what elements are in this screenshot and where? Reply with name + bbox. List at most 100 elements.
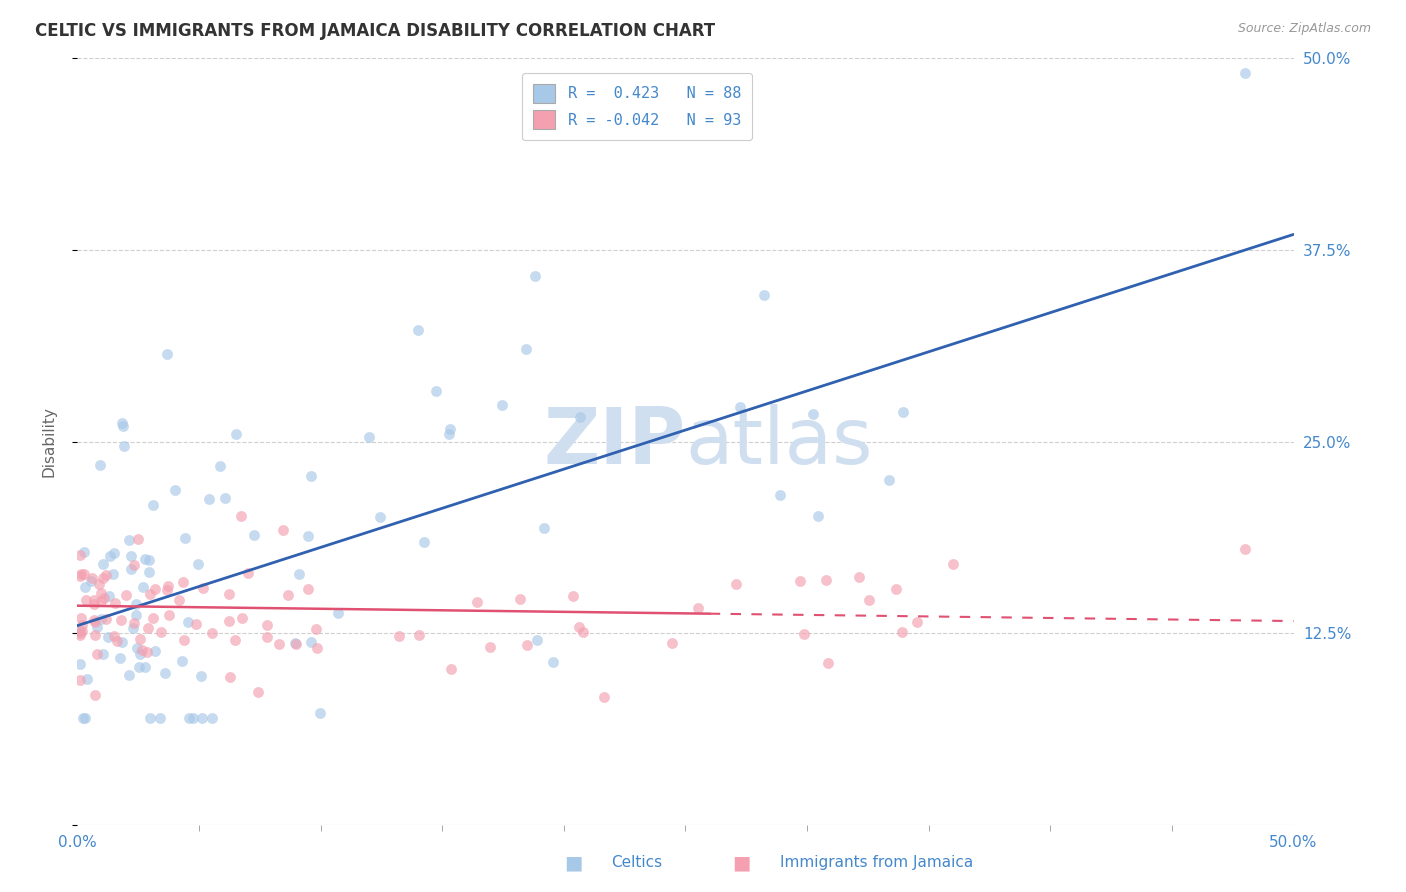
Point [305, 622, 328, 636]
Point [96, 612, 118, 626]
Point [877, 473, 900, 487]
Point [69, 628, 91, 642]
Point [172, 575, 194, 590]
Point [815, 573, 838, 587]
Text: ■: ■ [731, 854, 751, 872]
Point [138, 565, 160, 579]
Point [754, 288, 776, 302]
Point [90, 612, 112, 626]
Point [201, 625, 224, 640]
Point [561, 589, 583, 603]
Point [725, 576, 748, 591]
Point [305, 640, 328, 655]
Point [208, 458, 231, 473]
Point [1233, 541, 1256, 556]
Point [149, 624, 172, 639]
Point [425, 384, 447, 398]
Point [143, 582, 166, 596]
Point [70, 611, 93, 625]
Point [93, 557, 115, 571]
Point [181, 711, 204, 725]
Point [801, 407, 824, 421]
Point [156, 346, 179, 360]
Point [515, 342, 537, 356]
Point [76, 672, 98, 686]
Point [118, 668, 141, 682]
Point [891, 405, 914, 419]
Point [326, 606, 349, 620]
Point [225, 427, 247, 442]
Point [224, 633, 246, 648]
Point [125, 607, 148, 622]
Point [368, 509, 391, 524]
Point [817, 656, 839, 670]
Point [593, 690, 616, 704]
Point [769, 488, 792, 502]
Point [94, 567, 117, 582]
Point [73, 544, 96, 558]
Y-axis label: Disability: Disability [42, 406, 56, 477]
Text: ■: ■ [564, 854, 583, 872]
Point [905, 615, 928, 629]
Point [789, 574, 811, 588]
Point [122, 558, 145, 572]
Point [103, 546, 125, 560]
Point [100, 549, 122, 563]
Point [568, 620, 591, 634]
Point [285, 637, 308, 651]
Point [69, 569, 91, 583]
Point [89, 458, 111, 472]
Point [69, 673, 91, 688]
Point [408, 628, 430, 642]
Point [269, 637, 291, 651]
Point [526, 632, 548, 647]
Point [793, 627, 815, 641]
Point [247, 685, 270, 699]
Point [69, 548, 91, 562]
Point [190, 669, 212, 683]
Point [103, 566, 125, 581]
Point [218, 670, 240, 684]
Point [142, 498, 165, 512]
Legend: R =  0.423   N = 88, R = -0.042   N = 93: R = 0.423 N = 88, R = -0.042 N = 93 [522, 73, 752, 139]
Point [118, 533, 141, 548]
Point [256, 630, 278, 644]
Point [114, 588, 136, 602]
Point [143, 644, 166, 658]
Point [69, 657, 91, 671]
Point [440, 663, 463, 677]
Point [218, 614, 240, 628]
Point [243, 528, 266, 542]
Point [437, 426, 460, 441]
Point [111, 635, 134, 649]
Point [406, 323, 429, 337]
Point [167, 593, 190, 607]
Point [111, 416, 134, 430]
Point [72, 711, 94, 725]
Point [571, 625, 593, 640]
Point [277, 588, 299, 602]
Text: CELTIC VS IMMIGRANTS FROM JAMAICA DISABILITY CORRELATION CHART: CELTIC VS IMMIGRANTS FROM JAMAICA DISABI… [35, 22, 716, 40]
Point [193, 581, 215, 595]
Point [413, 535, 436, 549]
Point [177, 711, 200, 725]
Point [84, 688, 107, 702]
Point [157, 579, 180, 593]
Point [891, 625, 914, 640]
Point [858, 593, 880, 607]
Point [297, 529, 319, 543]
Point [214, 491, 236, 506]
Point [112, 439, 135, 453]
Point [388, 629, 411, 643]
Point [191, 711, 214, 725]
Point [165, 483, 187, 497]
Point [198, 491, 221, 506]
Point [184, 616, 207, 631]
Point [543, 655, 565, 669]
Point [524, 268, 547, 283]
Point [69, 626, 91, 640]
Point [1233, 66, 1256, 80]
Point [884, 582, 907, 596]
Point [135, 645, 157, 659]
Point [807, 509, 830, 524]
